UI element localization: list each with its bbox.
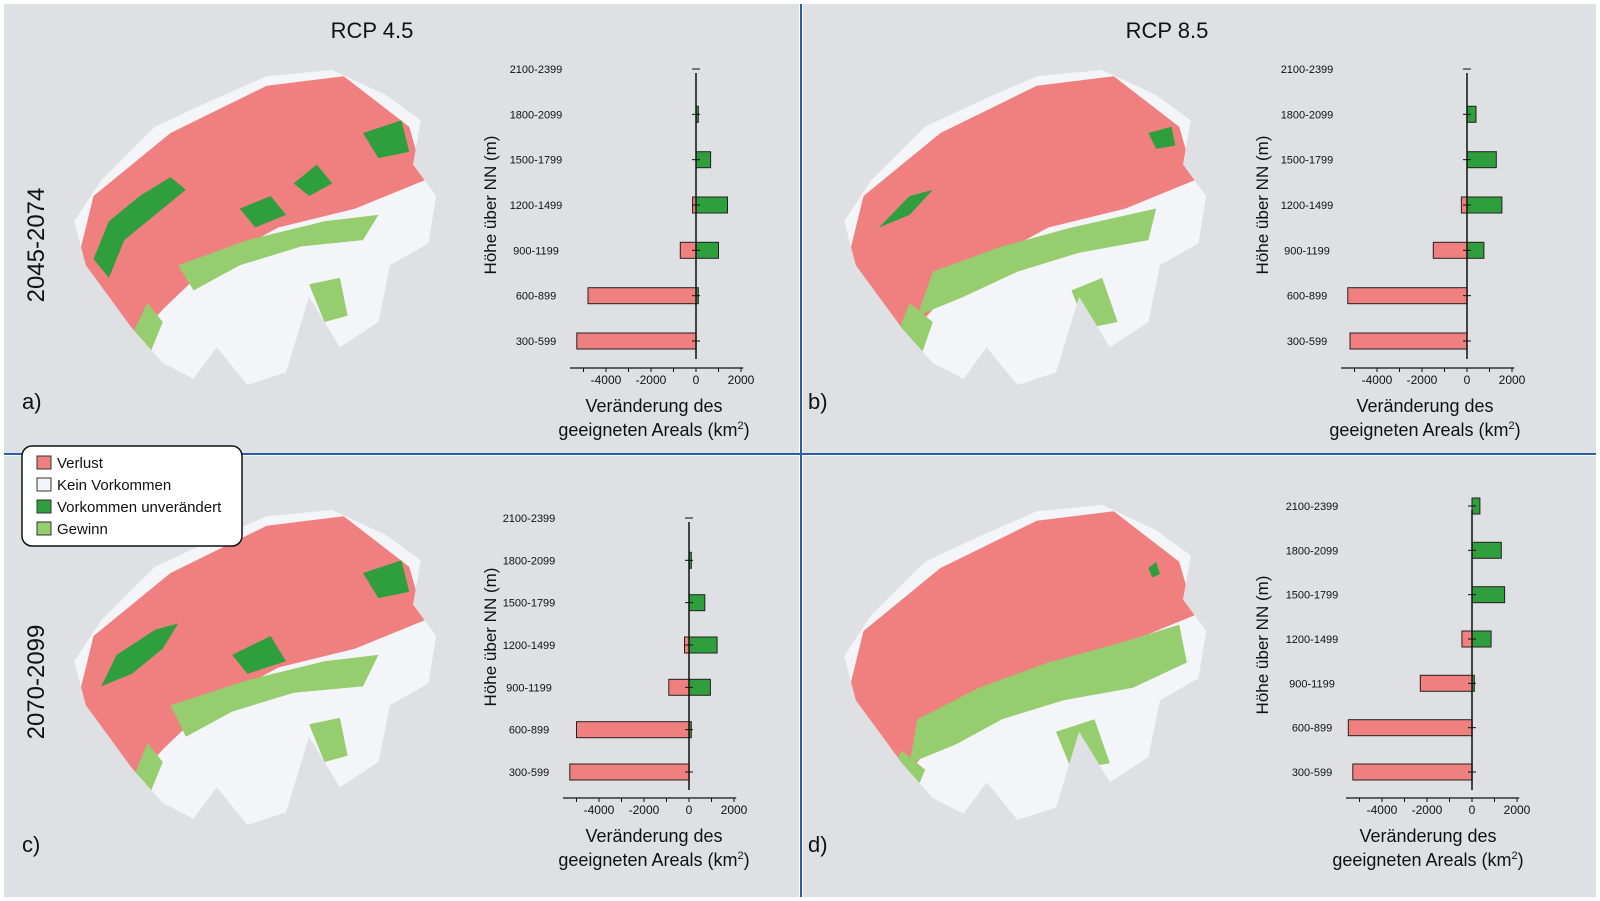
x-axis-title-line2: geeigneten Areals (km2): [1329, 420, 1520, 440]
gain-bar-1200-1499: [695, 196, 728, 214]
x-axis-title-line2: geeigneten Areals (km2): [558, 850, 749, 870]
x-tick-label: 0: [1469, 803, 1476, 817]
x-tick-label: -2000: [1407, 373, 1438, 387]
y-tick-label: 1200-1499: [503, 640, 556, 652]
column-title-rcp85: RCP 8.5: [1126, 18, 1209, 43]
x-tick-label: 2000: [721, 803, 748, 817]
x-tick-label: 2000: [728, 373, 755, 387]
panel-letter: d): [808, 832, 828, 857]
x-tick-label: 2000: [1499, 373, 1526, 387]
y-tick-label: 1800-2099: [1281, 109, 1334, 121]
y-tick-label: 300-599: [509, 767, 549, 779]
panel-letter: a): [22, 389, 42, 414]
y-tick-label: 1500-1799: [1281, 155, 1334, 167]
x-tick-label: 0: [693, 373, 700, 387]
y-tick-label: 1500-1799: [503, 598, 556, 610]
column-title-rcp45: RCP 4.5: [331, 18, 414, 43]
row-title-2045-2074: 2045-2074: [23, 188, 50, 303]
legend-swatch-gewinn: [36, 521, 52, 536]
y-tick-label: 600-899: [516, 291, 556, 303]
legend-item-gewinn: Gewinn: [36, 521, 108, 538]
loss-bar-300-599: [569, 763, 690, 781]
y-tick-label: 1500-1799: [1286, 590, 1339, 602]
legend-swatch-kein-vorkommen: [36, 477, 52, 492]
x-tick-label: -2000: [1412, 803, 1443, 817]
y-tick-label: 900-1199: [1289, 678, 1335, 690]
loss-bar-900-1199: [1419, 674, 1473, 692]
legend-label-vorkommen-unveraendert: Vorkommen unverändert: [57, 499, 222, 516]
y-axis-title: Höhe über NN (m): [481, 136, 500, 275]
y-tick-label: 2100-2399: [1286, 501, 1339, 513]
y-tick-label: 2100-2399: [1281, 64, 1334, 76]
bar-chart-panel-c: 300-599 600-899 900-1199 1200-1499 1500-1799…: [22, 513, 750, 870]
legend-box: [21, 445, 243, 547]
loss-bar-600-899: [587, 287, 697, 305]
legend-item-kein-vorkommen: Kein Vorkommen: [36, 477, 171, 494]
y-tick-label: 300-599: [516, 336, 556, 348]
y-tick-label: 300-599: [1292, 767, 1332, 779]
bar-chart-panel-d: 300-599 600-899 900-1199 1200-1499 1500-1799…: [808, 497, 1531, 870]
y-tick-label: 2100-2399: [510, 64, 563, 76]
y-tick-label: 900-1199: [506, 682, 552, 694]
loss-bar-600-899: [1347, 287, 1468, 305]
panel-letter: c): [22, 832, 40, 857]
y-axis-title: Höhe über NN (m): [1253, 576, 1272, 715]
y-tick-label: 1800-2099: [1286, 545, 1339, 557]
x-axis-title-line1: Veränderung des: [585, 396, 722, 416]
x-tick-label: 0: [1464, 373, 1471, 387]
x-tick-label: -4000: [1367, 803, 1398, 817]
y-tick-label: 300-599: [1287, 336, 1327, 348]
y-tick-label: 1200-1499: [510, 200, 563, 212]
x-axis-title-line2: geeigneten Areals (km2): [1332, 850, 1523, 870]
gain-bar-1500-1799: [1466, 151, 1497, 169]
legend-item-vorkommen-unveraendert: Vorkommen unverändert: [36, 499, 222, 516]
loss-bar-900-1199: [1432, 241, 1468, 259]
row-title-2070-2099: 2070-2099: [23, 625, 50, 740]
y-tick-label: 600-899: [1287, 291, 1327, 303]
x-tick-label: -4000: [591, 373, 622, 387]
loss-bar-300-599: [1352, 763, 1473, 781]
y-axis-title: Höhe über NN (m): [481, 568, 500, 707]
legend-swatch-verlust: [36, 455, 52, 470]
y-tick-label: 600-899: [1292, 723, 1332, 735]
gain-bar-1200-1499: [688, 636, 718, 654]
y-tick-label: 1800-2099: [503, 555, 556, 567]
legend-label-gewinn: Gewinn: [57, 521, 108, 538]
x-axis-title-line1: Veränderung des: [585, 826, 722, 846]
y-tick-label: 1800-2099: [510, 109, 563, 121]
y-tick-label: 900-1199: [513, 245, 559, 257]
y-tick-label: 1500-1799: [510, 155, 563, 167]
x-tick-label: -2000: [636, 373, 667, 387]
x-tick-label: 0: [686, 803, 693, 817]
loss-bar-300-599: [576, 332, 697, 350]
y-tick-label: 1200-1499: [1281, 200, 1334, 212]
x-tick-label: -2000: [629, 803, 660, 817]
loss-bar-300-599: [1349, 332, 1468, 350]
x-axis-title-line2: geeigneten Areals (km2): [558, 420, 749, 440]
x-axis-title-line1: Veränderung des: [1356, 396, 1493, 416]
loss-bar-600-899: [1347, 719, 1473, 737]
legend-swatch-vorkommen-unveraendert: [36, 499, 52, 514]
bar-chart-panel-b: 300-599 600-899 900-1199 1200-1499 1500-1799…: [808, 64, 1526, 440]
y-tick-label: 900-1199: [1284, 245, 1330, 257]
x-axis-title-line1: Veränderung des: [1359, 826, 1496, 846]
x-tick-label: -4000: [1362, 373, 1393, 387]
legend-label-kein-vorkommen: Kein Vorkommen: [57, 477, 171, 494]
x-tick-label: -4000: [584, 803, 615, 817]
gain-bar-1500-1799: [1471, 586, 1506, 604]
y-axis-title: Höhe über NN (m): [1253, 136, 1272, 275]
panel-letter: b): [808, 389, 828, 414]
bar-chart-panel-a: 300-599 600-899 900-1199 1200-1499 1500-1799…: [22, 64, 755, 440]
y-tick-label: 600-899: [509, 725, 549, 737]
legend-label-verlust: Verlust: [57, 455, 104, 472]
x-tick-label: 2000: [1504, 803, 1531, 817]
y-tick-label: 1200-1499: [1286, 634, 1339, 646]
y-tick-label: 2100-2399: [503, 513, 556, 525]
legend: Verlust Kein Vorkommen Vorkommen unverän…: [21, 445, 243, 547]
gain-bar-1800-2099: [1471, 541, 1502, 559]
legend-item-verlust: Verlust: [36, 455, 104, 472]
loss-bar-600-899: [576, 721, 690, 739]
gain-bar-1200-1499: [1466, 196, 1503, 214]
